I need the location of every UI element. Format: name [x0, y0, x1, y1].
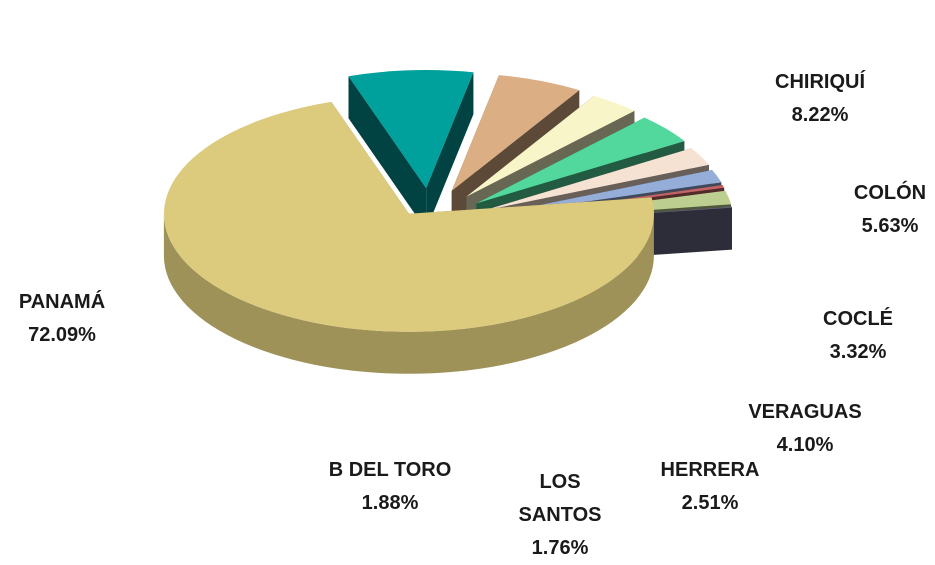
value-label: 1.88% — [361, 492, 419, 514]
slice-label: COCLÉ 3.32% — [798, 303, 918, 369]
slice — [486, 170, 722, 216]
slice-label: B DEL TORO 1.88% — [310, 454, 470, 520]
value-label: 3.32% — [829, 341, 887, 363]
value-label: 8.22% — [791, 104, 849, 126]
slice — [483, 148, 709, 211]
slice-side — [348, 76, 427, 231]
category-label: VERAGUAS — [748, 401, 862, 423]
value-label: 72.09% — [28, 324, 96, 346]
slice — [163, 101, 654, 332]
category-label: PANAMÁ — [18, 291, 106, 313]
category-label: LOS SANTOS — [518, 471, 602, 526]
slice-label: HERRERA 2.51% — [650, 454, 770, 520]
slice-label: CHIRIQUÍ 8.22% — [760, 66, 880, 132]
category-label: CHIRIQUÍ — [775, 71, 865, 93]
slice-label: PANAMÁ 72.09% — [2, 286, 122, 352]
slice — [451, 75, 580, 191]
slice-side — [426, 72, 474, 231]
value-label: 4.10% — [776, 434, 834, 456]
slice-label: LOS SANTOS 1.76% — [515, 466, 605, 565]
slice-rim — [163, 213, 654, 374]
slice-label: COLÓN 5.63% — [830, 177, 935, 243]
slice — [466, 95, 635, 197]
category-label: B DEL TORO — [328, 459, 452, 481]
slice — [476, 117, 685, 204]
category-label: COCLÉ — [823, 308, 893, 330]
category-label: HERRERA — [660, 459, 760, 481]
slice — [348, 70, 474, 189]
slice-label: VERAGUAS 4.10% — [735, 396, 875, 462]
value-label: 5.63% — [861, 215, 919, 237]
value-label: 2.51% — [681, 492, 739, 514]
category-label: COLÓN — [853, 182, 927, 204]
value-label: 1.76% — [531, 537, 589, 559]
